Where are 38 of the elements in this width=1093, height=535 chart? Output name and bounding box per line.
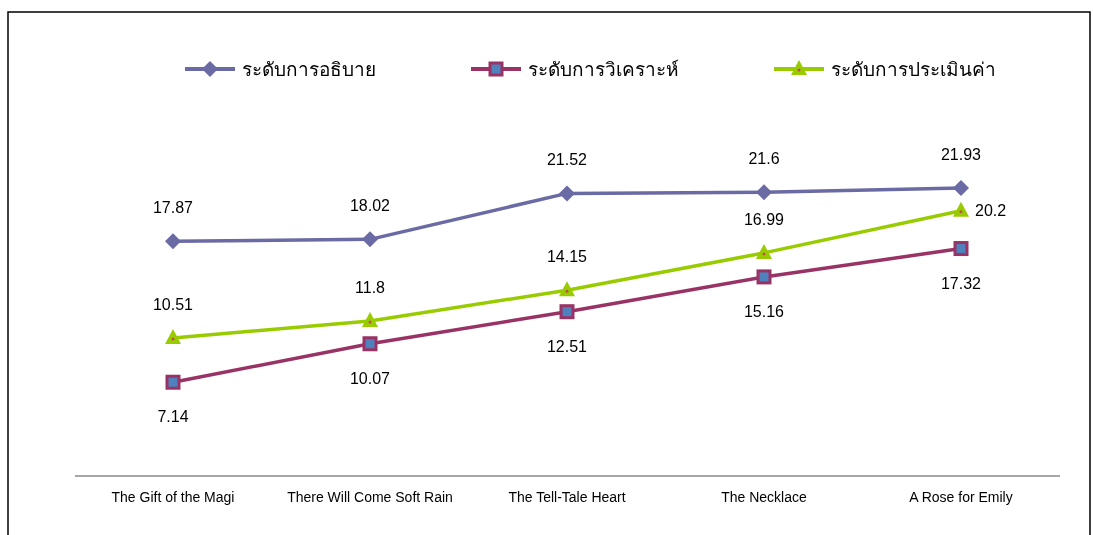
point <box>165 374 181 390</box>
point <box>953 241 969 257</box>
point <box>756 184 772 201</box>
data-label: 14.15 <box>546 248 588 266</box>
point <box>362 312 378 328</box>
point <box>559 304 575 320</box>
point <box>362 336 378 352</box>
data-label: 20.2 <box>975 201 1007 219</box>
data-label: 21.6 <box>748 150 780 168</box>
data-label: 18.02 <box>349 197 391 215</box>
point <box>165 233 181 250</box>
data-label: 17.32 <box>940 274 982 292</box>
data-label: 17.87 <box>152 199 194 217</box>
point <box>559 281 575 297</box>
point <box>953 201 969 217</box>
data-label: 21.52 <box>546 151 588 169</box>
x-tick-label: There Will Come Soft Rain <box>287 489 453 505</box>
point <box>362 231 378 248</box>
data-label: 7.14 <box>157 408 189 426</box>
legend-label: ระดับการประเมินค่า <box>831 59 996 80</box>
data-label: 15.16 <box>743 302 785 320</box>
x-tick-label: The Tell-Tale Heart <box>508 489 626 505</box>
point <box>756 243 772 259</box>
point <box>756 269 772 285</box>
data-label: 12.51 <box>546 337 588 355</box>
x-tick-label: The Gift of the Magi <box>111 489 235 505</box>
data-label: 10.07 <box>349 369 391 387</box>
data-label: 10.51 <box>152 295 194 313</box>
x-tick-label: The Necklace <box>721 489 808 505</box>
legend-label: ระดับการอธิบาย <box>242 59 376 80</box>
x-tick-label: A Rose for Emily <box>909 489 1013 505</box>
legend-label: ระดับการวิเคราะห์ <box>528 59 679 80</box>
data-label: 16.99 <box>743 210 785 228</box>
point <box>559 185 575 202</box>
point <box>953 180 969 196</box>
point <box>165 328 181 344</box>
data-label: 11.8 <box>355 279 386 297</box>
data-label: 21.93 <box>940 146 982 163</box>
